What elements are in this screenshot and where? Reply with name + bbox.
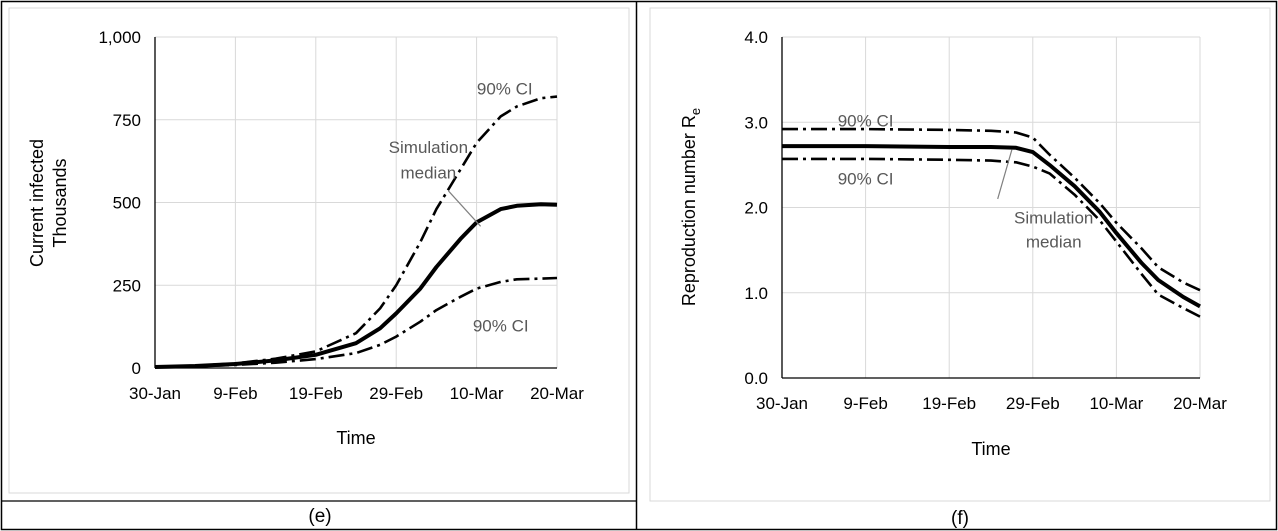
y-tick-label: 750 — [113, 111, 141, 130]
y-tick-label: 4.0 — [744, 28, 768, 47]
x-tick-label: 20-Mar — [1173, 394, 1227, 413]
chart-panel-e: 0 250 500 750 1,000 30-Jan 9-Feb 19-Feb 29-Feb 10… — [8, 7, 630, 527]
series-line-median — [782, 144, 1201, 309]
annotation-label: Simulation — [1014, 209, 1093, 228]
annotation-label: 90% CI — [838, 112, 894, 131]
y-tick-label: 500 — [113, 194, 141, 213]
series-line-ci-bound — [782, 127, 1201, 292]
series-line-ci-bound — [154, 276, 558, 369]
y-axis-title: Current infected — [27, 139, 47, 267]
annotation-leader-line — [997, 149, 1013, 200]
y-tick-label: 1.0 — [744, 284, 768, 303]
y-axis-title-subscript: e — [688, 108, 703, 115]
y-axis-title: Reproduction number Re — [679, 108, 703, 306]
y-tick-label: 0 — [132, 359, 141, 378]
annotation-leader-line — [448, 190, 482, 227]
panel-caption: (f) — [951, 508, 969, 529]
panel-caption: (e) — [308, 506, 331, 527]
annotation-label: 90% CI — [477, 79, 533, 98]
x-tick-label: 9-Feb — [213, 384, 257, 403]
annotation-label: Simulation — [389, 138, 468, 157]
x-axis-title: Time — [336, 428, 375, 448]
y-tick-label: 0.0 — [744, 369, 768, 388]
annotation-label: 90% CI — [473, 317, 529, 336]
series-line-ci-bound — [782, 157, 1201, 318]
series-line-ci-bound — [154, 95, 558, 368]
x-tick-label: 19-Feb — [922, 394, 976, 413]
x-tick-label: 29-Feb — [369, 384, 423, 403]
y-tick-label: 250 — [113, 276, 141, 295]
x-axis-title: Time — [971, 439, 1010, 459]
y-tick-label: 1,000 — [98, 28, 141, 47]
annotation-label: median — [1026, 233, 1082, 252]
x-tick-label: 19-Feb — [289, 384, 343, 403]
y-tick-label: 2.0 — [744, 199, 768, 218]
y-axis-title-main: Reproduction number R — [679, 115, 699, 306]
annotation-label: median — [400, 164, 456, 183]
x-tick-label: 30-Jan — [129, 384, 181, 403]
x-tick-label: 10-Mar — [1089, 394, 1143, 413]
x-tick-label: 20-Mar — [530, 384, 584, 403]
chart-panel-f: 0.0 1.0 2.0 3.0 4.0 30-Jan 9-Feb 19-Feb 29-Feb 10… — [649, 7, 1271, 529]
y-axis-units-label: Thousands — [50, 158, 70, 247]
y-tick-label: 3.0 — [744, 113, 768, 132]
x-tick-label: 9-Feb — [843, 394, 887, 413]
x-tick-label: 29-Feb — [1006, 394, 1060, 413]
annotation-label: 90% CI — [838, 170, 894, 189]
chart-area-frame — [649, 7, 1271, 502]
x-tick-label: 30-Jan — [756, 394, 808, 413]
x-tick-label: 10-Mar — [450, 384, 504, 403]
chart-area-frame — [8, 7, 630, 494]
